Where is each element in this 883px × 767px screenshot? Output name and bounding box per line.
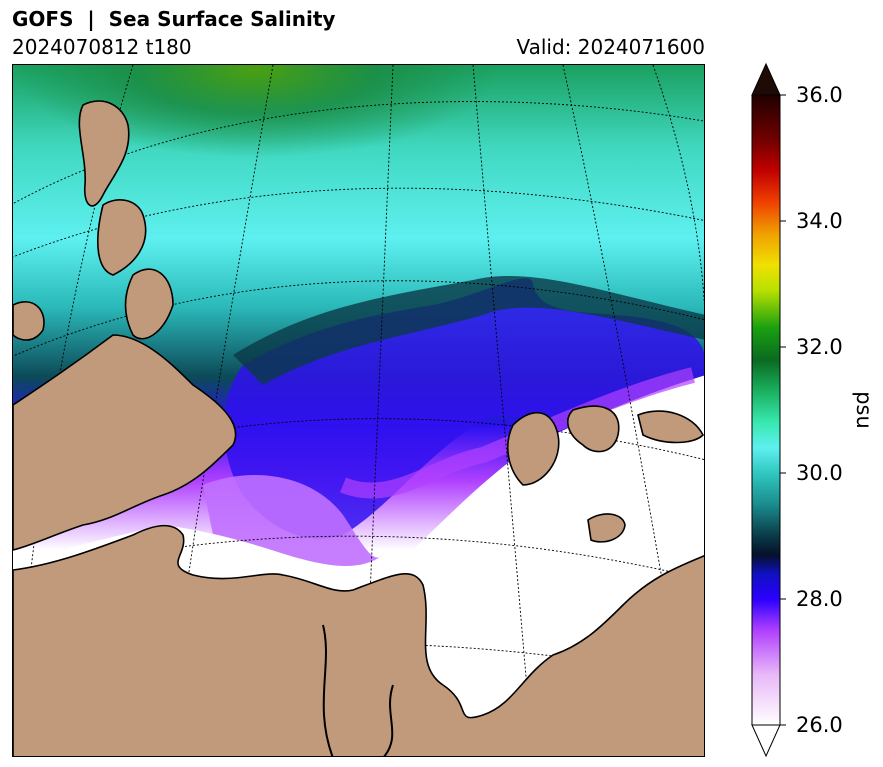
colorbar-ticks — [780, 94, 786, 726]
colorbar-tick-label: 26.0 — [796, 713, 843, 737]
landmasses — [13, 100, 704, 756]
colorbar-over-triangle — [751, 62, 781, 96]
mainland-south — [13, 524, 704, 756]
island-east — [587, 513, 626, 543]
island-ne-1 — [507, 411, 560, 486]
run-time-label: 2024070812 t180 — [12, 35, 192, 59]
mainland-west — [13, 334, 237, 551]
colorbar-tick-label: 30.0 — [796, 461, 843, 485]
colorbar-tick-label: 32.0 — [796, 335, 843, 359]
purple-edge — [340, 367, 695, 499]
archipelago-3 — [124, 268, 174, 340]
valid-time-label: Valid: 2024071600 — [516, 35, 705, 59]
island-ne-2 — [567, 405, 620, 453]
colorbar-unit-label: psu — [852, 391, 876, 429]
colorbar-under-triangle — [751, 724, 781, 758]
chart-title: GOFS | Sea Surface Salinity — [12, 7, 336, 31]
island-ne-3 — [637, 410, 704, 444]
archipelago-4 — [13, 301, 45, 341]
salinity-map[interactable] — [12, 64, 705, 757]
colorbar-tick-label: 36.0 — [796, 83, 843, 107]
colorbar — [751, 62, 786, 758]
rivers — [322, 624, 394, 756]
archipelago-1 — [78, 100, 130, 207]
colorbar-tick-label: 34.0 — [796, 209, 843, 233]
dark-front — [233, 275, 704, 385]
colorbar-tick-label: 28.0 — [796, 587, 843, 611]
fresh-water-north — [13, 65, 704, 315]
colorbar-body — [751, 94, 781, 726]
archipelago-2 — [97, 199, 147, 276]
